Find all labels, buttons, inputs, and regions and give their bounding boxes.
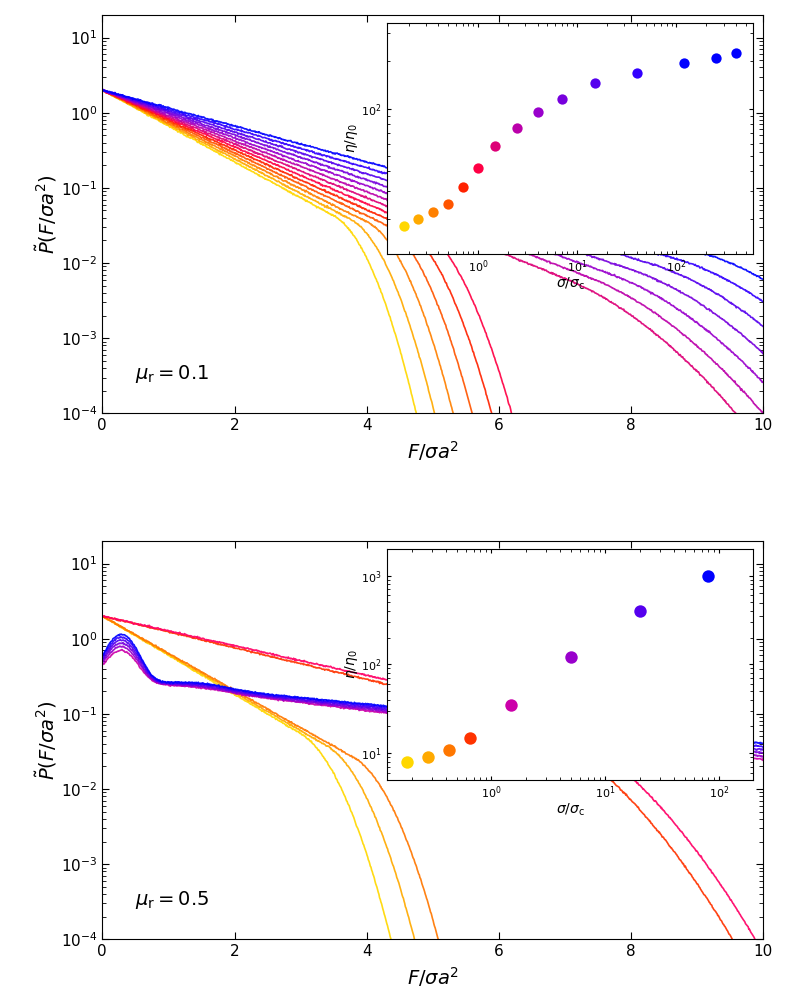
Text: $\mu_{\rm r} = 0.1$: $\mu_{\rm r} = 0.1$ [135, 364, 209, 386]
Y-axis label: $\tilde{P}(F/\sigma a^2)$: $\tilde{P}(F/\sigma a^2)$ [35, 174, 60, 253]
Y-axis label: $\tilde{P}(F/\sigma a^2)$: $\tilde{P}(F/\sigma a^2)$ [35, 701, 60, 780]
Text: $\mu_{\rm r} = 0.5$: $\mu_{\rm r} = 0.5$ [135, 890, 209, 911]
X-axis label: $F/\sigma a^2$: $F/\sigma a^2$ [407, 438, 459, 462]
X-axis label: $F/\sigma a^2$: $F/\sigma a^2$ [407, 965, 459, 989]
